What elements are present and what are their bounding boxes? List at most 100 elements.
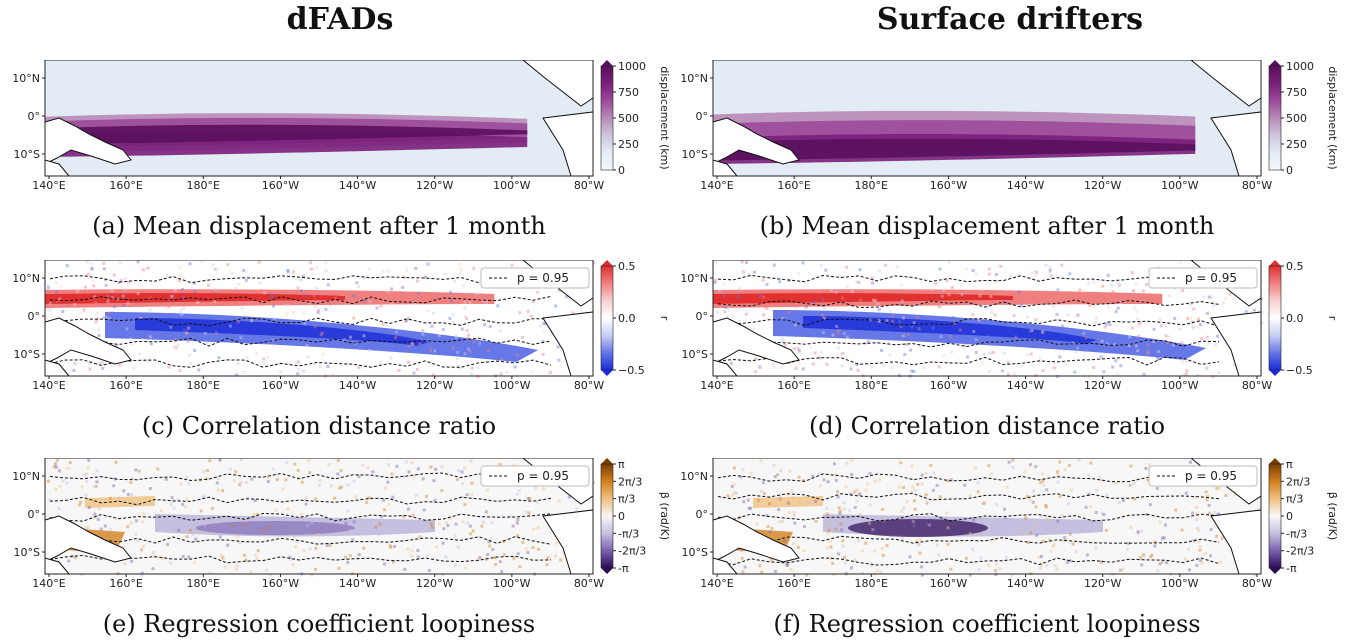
lon-tick-label: 160°E — [777, 179, 810, 192]
colorbar-label: r — [658, 316, 671, 321]
lon-tick-label: 160°E — [109, 577, 142, 590]
map-panel-0-0: 10°N 0° 10°S 140°E 160°E 180°E 160°W 140°W 120°W… — [12, 60, 671, 192]
lon-tick-label: 80°W — [1242, 179, 1272, 192]
legend: p = 0.95 — [480, 267, 590, 289]
colorbar: 0.5 0.0 −0.5 r — [1268, 260, 1339, 377]
lon-tick-label: 100°W — [493, 179, 530, 192]
lat-tick-label: 0° — [28, 310, 41, 323]
panel-caption: (c) Correlation distance ratio — [141, 412, 497, 440]
colorbar-extend-bottom — [1269, 568, 1281, 574]
colorbar-tick-label: π — [1286, 458, 1293, 471]
colorbar-label: β (rad/K) — [658, 492, 671, 540]
colorbar-tick-label: −0.5 — [618, 364, 645, 377]
colorbar-tick-label: -π/3 — [1286, 527, 1307, 540]
lon-tick-label: 160°E — [109, 179, 142, 192]
field-band — [45, 124, 528, 145]
lat-tick-label: 10°N — [680, 72, 708, 85]
significance-contour — [49, 496, 552, 506]
colorbar-tick-label: -2π/3 — [618, 545, 646, 558]
colorbar-bar — [600, 265, 614, 371]
legend-box — [480, 267, 590, 289]
lat-tick-label: 10°N — [680, 470, 708, 483]
colorbar-tick-label: 0.0 — [618, 312, 636, 325]
colorbar-tick-label: π/3 — [618, 493, 635, 506]
legend-label: p = 0.95 — [1185, 271, 1237, 285]
colorbar-tick-label: 0.5 — [1286, 260, 1304, 273]
lat-tick-label: 0° — [696, 310, 709, 323]
legend-label: p = 0.95 — [517, 469, 569, 483]
positive-patch — [753, 496, 823, 508]
colorbar-label: displacement (km) — [658, 66, 671, 169]
significance-contour — [717, 557, 1220, 566]
lon-tick-label: 140°W — [339, 179, 376, 192]
colorbar-tick-label: 0 — [1286, 164, 1293, 177]
map-frame — [44, 458, 594, 575]
negative-core — [803, 316, 1097, 344]
colorbar-tick-label: -π — [618, 562, 629, 575]
panel-caption: (d) Correlation distance ratio — [808, 412, 1166, 440]
panel-caption: (b) Mean displacement after 1 month — [759, 212, 1215, 240]
lon-tick-label: 140°W — [339, 577, 376, 590]
negative-core — [135, 318, 429, 346]
panel-caption: (f) Regression coefficient loopiness — [773, 610, 1201, 638]
lon-tick-label: 160°E — [777, 379, 810, 392]
lon-tick-label: 100°W — [1161, 577, 1198, 590]
positive-patch — [85, 496, 155, 508]
map-frame — [44, 60, 594, 177]
map-frame — [44, 260, 594, 377]
lon-tick-label: 120°W — [1084, 179, 1121, 192]
significance-contour — [49, 359, 552, 368]
lon-tick-label: 120°W — [1084, 577, 1121, 590]
land-west — [712, 117, 800, 165]
lat-tick-label: 10°S — [14, 148, 40, 161]
lon-tick-label: 180°E — [855, 179, 888, 192]
lon-tick-label: 100°W — [493, 577, 530, 590]
map-frame — [712, 60, 1262, 177]
lon-tick-label: 120°W — [416, 179, 453, 192]
land-west — [44, 317, 132, 365]
negative-core — [195, 521, 355, 535]
land-central-america — [1190, 60, 1262, 107]
colorbar-extend-top — [601, 458, 613, 464]
legend: p = 0.95 — [480, 465, 590, 487]
lon-tick-label: 140°E — [32, 179, 65, 192]
lon-tick-label: 180°E — [187, 577, 220, 590]
colorbar-extend-top — [601, 260, 613, 266]
lon-tick-label: 100°W — [1161, 179, 1198, 192]
colorbar-tick-label: 500 — [618, 112, 639, 125]
colorbar-extend-bottom — [1269, 370, 1281, 376]
colorbar: 1000 750 500 250 0 displacement (km) — [600, 60, 671, 177]
colorbar-label: β (rad/K) — [1326, 492, 1339, 540]
colorbar-label: r — [1326, 316, 1339, 321]
legend-box — [1148, 267, 1258, 289]
lon-tick-label: 80°W — [574, 179, 604, 192]
lat-tick-label: 10°N — [680, 272, 708, 285]
lon-tick-label: 140°W — [1007, 577, 1044, 590]
lon-tick-label: 180°E — [855, 577, 888, 590]
colorbar-tick-label: -π — [1286, 562, 1297, 575]
colorbar-tick-label: 2π/3 — [1286, 475, 1310, 488]
lon-tick-label: 160°W — [262, 379, 299, 392]
map-panel-1-1: 10°N 0° 10°S 140°E 160°E 180°E 160°W 140°W 120°W… — [680, 260, 1339, 392]
colorbar-tick-label: -π/3 — [618, 527, 639, 540]
colorbar-extend-bottom — [601, 370, 613, 376]
lon-tick-label: 100°W — [493, 379, 530, 392]
lon-tick-label: 80°W — [574, 379, 604, 392]
negative-core — [848, 519, 988, 537]
map-frame — [712, 260, 1262, 377]
legend: p = 0.95 — [1148, 465, 1258, 487]
map-panel-2-1: 10°N 0° 10°S 140°E 160°E 180°E 160°W 140°W 120°W… — [680, 458, 1339, 590]
panel-caption: (a) Mean displacement after 1 month — [92, 212, 546, 240]
colorbar-bar — [600, 463, 614, 569]
lon-tick-label: 140°W — [1007, 379, 1044, 392]
map-panel-0-1: 10°N 0° 10°S 140°E 160°E 180°E 160°W 140°W 120°W… — [680, 60, 1339, 192]
land-west — [44, 515, 132, 563]
colorbar: π 2π/3 π/3 0 -π/3 -2π/3 -π β (rad/K) — [600, 458, 671, 575]
colorbar-extend-bottom — [601, 568, 613, 574]
colorbar-tick-label: 500 — [1286, 112, 1307, 125]
colorbar-tick-label: -2π/3 — [1286, 545, 1314, 558]
land-west — [712, 515, 800, 563]
significance-contour — [717, 274, 1219, 283]
colorbar: 1000 750 500 250 0 displacement (km) — [1268, 60, 1339, 177]
lat-tick-label: 10°N — [12, 272, 40, 285]
